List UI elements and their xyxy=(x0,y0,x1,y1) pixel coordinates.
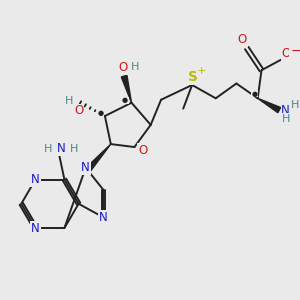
Text: +: + xyxy=(197,66,206,76)
Polygon shape xyxy=(258,98,281,113)
Text: H: H xyxy=(44,144,52,154)
Text: H: H xyxy=(65,96,73,106)
Text: N: N xyxy=(81,161,90,174)
Text: N: N xyxy=(31,221,40,235)
Text: O: O xyxy=(238,33,247,46)
Text: O: O xyxy=(74,104,83,118)
Text: S: S xyxy=(188,70,198,84)
Text: H: H xyxy=(290,100,299,110)
Text: N: N xyxy=(99,211,108,224)
Text: N: N xyxy=(31,173,40,186)
Text: O: O xyxy=(118,61,127,74)
Text: H: H xyxy=(282,114,290,124)
Text: N: N xyxy=(281,104,290,117)
Text: −: − xyxy=(290,45,300,58)
Text: ●: ● xyxy=(252,91,258,97)
Text: H: H xyxy=(70,144,78,154)
Text: H: H xyxy=(131,62,140,72)
Text: ●: ● xyxy=(122,98,128,103)
Text: N: N xyxy=(57,142,66,155)
Text: O: O xyxy=(281,47,291,61)
Text: ●: ● xyxy=(98,110,103,116)
Polygon shape xyxy=(85,144,111,172)
Polygon shape xyxy=(121,75,131,103)
Text: O: O xyxy=(138,143,147,157)
